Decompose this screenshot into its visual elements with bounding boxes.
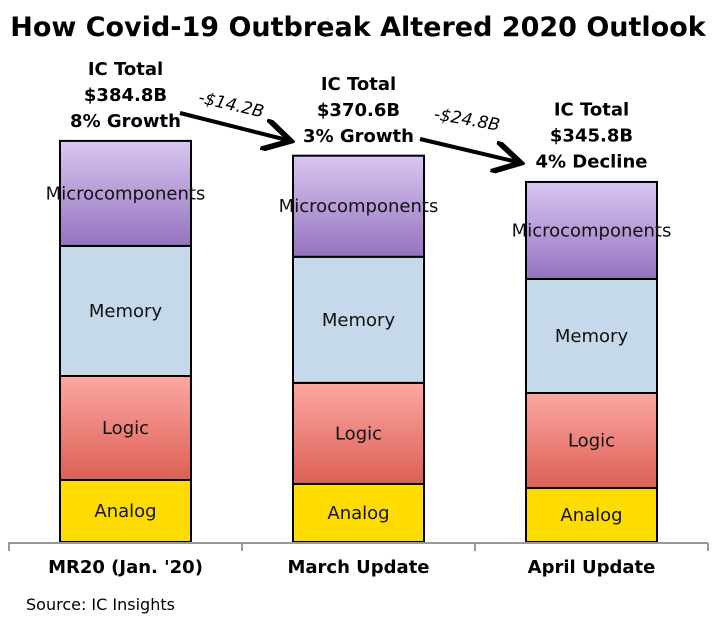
annotation-3-line-1: IC Total: [554, 100, 629, 121]
bar-segment-logic-2: [292, 381, 425, 485]
segment-label-memory-2: Memory: [322, 310, 396, 331]
change-arrow-2: [419, 137, 517, 162]
annotation-2-line-2: $370.6B: [317, 100, 400, 121]
delta-label-2: -$24.8B: [432, 104, 501, 135]
bar-segment-microcomponents-1: [59, 139, 192, 247]
segment-label-analog-3: Analog: [560, 505, 622, 526]
segment-label-microcomponents-1: Microcomponents: [46, 183, 206, 204]
segment-label-analog-2: Analog: [327, 503, 389, 524]
category-label-3: April Update: [528, 557, 656, 578]
annotation-2-line-3: 3% Growth: [303, 126, 414, 147]
segment-label-microcomponents-3: Microcomponents: [512, 220, 672, 241]
annotation-1-line-1: IC Total: [88, 59, 163, 80]
segment-label-analog-1: Analog: [94, 501, 156, 522]
bars-group: Analog Logic Memory Microcomponents Analog Lo…: [46, 139, 672, 544]
segment-label-memory-1: Memory: [89, 301, 163, 322]
bar-segment-microcomponents-3: [525, 180, 658, 280]
bar-segment-microcomponents-2: [292, 154, 425, 258]
segment-label-microcomponents-2: Microcomponents: [279, 196, 439, 217]
annotation-1-line-3: 8% Growth: [70, 111, 181, 132]
category-label-2: March Update: [287, 557, 429, 578]
annotation-3-line-2: $345.8B: [550, 126, 633, 147]
source-note: Source: IC Insights: [26, 595, 175, 614]
bar-segment-memory-3: [525, 277, 658, 394]
annotation-3-line-3: 4% Decline: [535, 152, 647, 173]
x-axis: MR20 (Jan. '20) March Update April Update: [8, 542, 709, 578]
annotation-2-line-1: IC Total: [321, 74, 396, 95]
change-arrow-1: [179, 111, 287, 140]
annotation-1-line-2: $384.8B: [84, 85, 167, 106]
segment-label-logic-3: Logic: [568, 430, 615, 451]
segment-label-logic-2: Logic: [335, 423, 382, 444]
category-label-1: MR20 (Jan. '20): [48, 557, 203, 578]
bar-segment-logic-1: [59, 374, 192, 481]
chart-title: How Covid-19 Outbreak Altered 2020 Outlo…: [10, 12, 707, 43]
bar-segment-logic-3: [525, 391, 658, 490]
bar-segment-analog-1: [59, 478, 192, 543]
bar-segment-memory-2: [292, 255, 425, 384]
segment-label-memory-3: Memory: [555, 326, 629, 347]
delta-label-1: -$14.2B: [196, 88, 265, 122]
segment-label-logic-1: Logic: [102, 418, 149, 439]
